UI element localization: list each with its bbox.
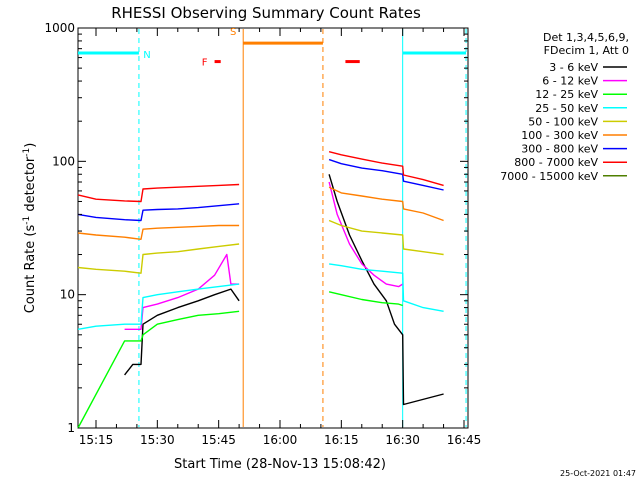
y-axis-label-sup: -1 <box>22 216 32 225</box>
x-tick-label: 15:15 <box>79 433 114 447</box>
series-line-0 <box>124 174 444 406</box>
series-line-5 <box>77 186 444 240</box>
legend-entry-label: 7000 - 15000 keV <box>500 170 598 183</box>
y-axis-label-tail-sup: -1 <box>22 148 32 157</box>
y-axis-label-main: Count Rate (s <box>23 225 38 314</box>
y-axis-label-close: ) <box>23 143 38 148</box>
series-line-2 <box>77 291 403 429</box>
series-line-4 <box>77 219 444 274</box>
y-axis-label: Count Rate (s-1 detector-1) <box>22 143 38 314</box>
legend-entry-label: 50 - 100 keV <box>528 115 598 128</box>
y-tick-label: 100 <box>52 154 75 168</box>
axis-ticks: 15:15 15:30 15:45 16:00 16:15 16:30 16:45 1 10 10… <box>44 21 481 447</box>
chart-title: RHESSI Observing Summary Count Rates <box>111 4 421 22</box>
x-tick-label: 15:45 <box>201 433 236 447</box>
legend: Det 1,3,4,5,6,9,FDecim 1, Att 0 3 - 6 keV… <box>500 31 629 183</box>
series-line-3 <box>77 263 444 330</box>
flag-n-label: N <box>143 50 150 61</box>
observing-flags: N S F <box>78 27 467 427</box>
x-tick-label: 16:00 <box>263 433 298 447</box>
legend-entry-label: 12 - 25 keV <box>535 88 598 101</box>
series-lines <box>77 151 444 429</box>
legend-entry-label: 3 - 6 keV <box>549 61 598 74</box>
y-tick-label: 1000 <box>44 21 75 35</box>
series-line-7 <box>77 151 444 203</box>
legend-entry-label: 25 - 50 keV <box>535 102 598 115</box>
timestamp: 25-Oct-2021 01:47 <box>560 469 636 478</box>
series-line-1 <box>124 181 404 330</box>
legend-entry-label: 800 - 7000 keV <box>514 156 598 169</box>
y-axis-label-tail: detector <box>23 156 38 216</box>
x-tick-label: 16:45 <box>447 433 482 447</box>
legend-entry-label: 100 - 300 keV <box>521 129 598 142</box>
plot-frame <box>77 27 469 429</box>
y-tick-label: 1 <box>67 421 75 435</box>
flag-f-label: F <box>202 58 208 69</box>
flag-s-label: S <box>230 27 236 38</box>
series-line-6 <box>77 158 444 222</box>
y-tick-label: 10 <box>60 288 75 302</box>
legend-header-line: FDecim 1, Att 0 <box>544 44 629 57</box>
x-tick-label: 15:30 <box>140 433 175 447</box>
x-axis-label: Start Time (28-Nov-13 15:08:42) <box>174 457 386 472</box>
legend-header-line: Det 1,3,4,5,6,9, <box>543 31 629 44</box>
legend-entry-label: 6 - 12 keV <box>542 75 598 88</box>
legend-entry-label: 300 - 800 keV <box>521 143 598 156</box>
x-tick-label: 16:30 <box>385 433 420 447</box>
x-tick-label: 16:15 <box>324 433 359 447</box>
